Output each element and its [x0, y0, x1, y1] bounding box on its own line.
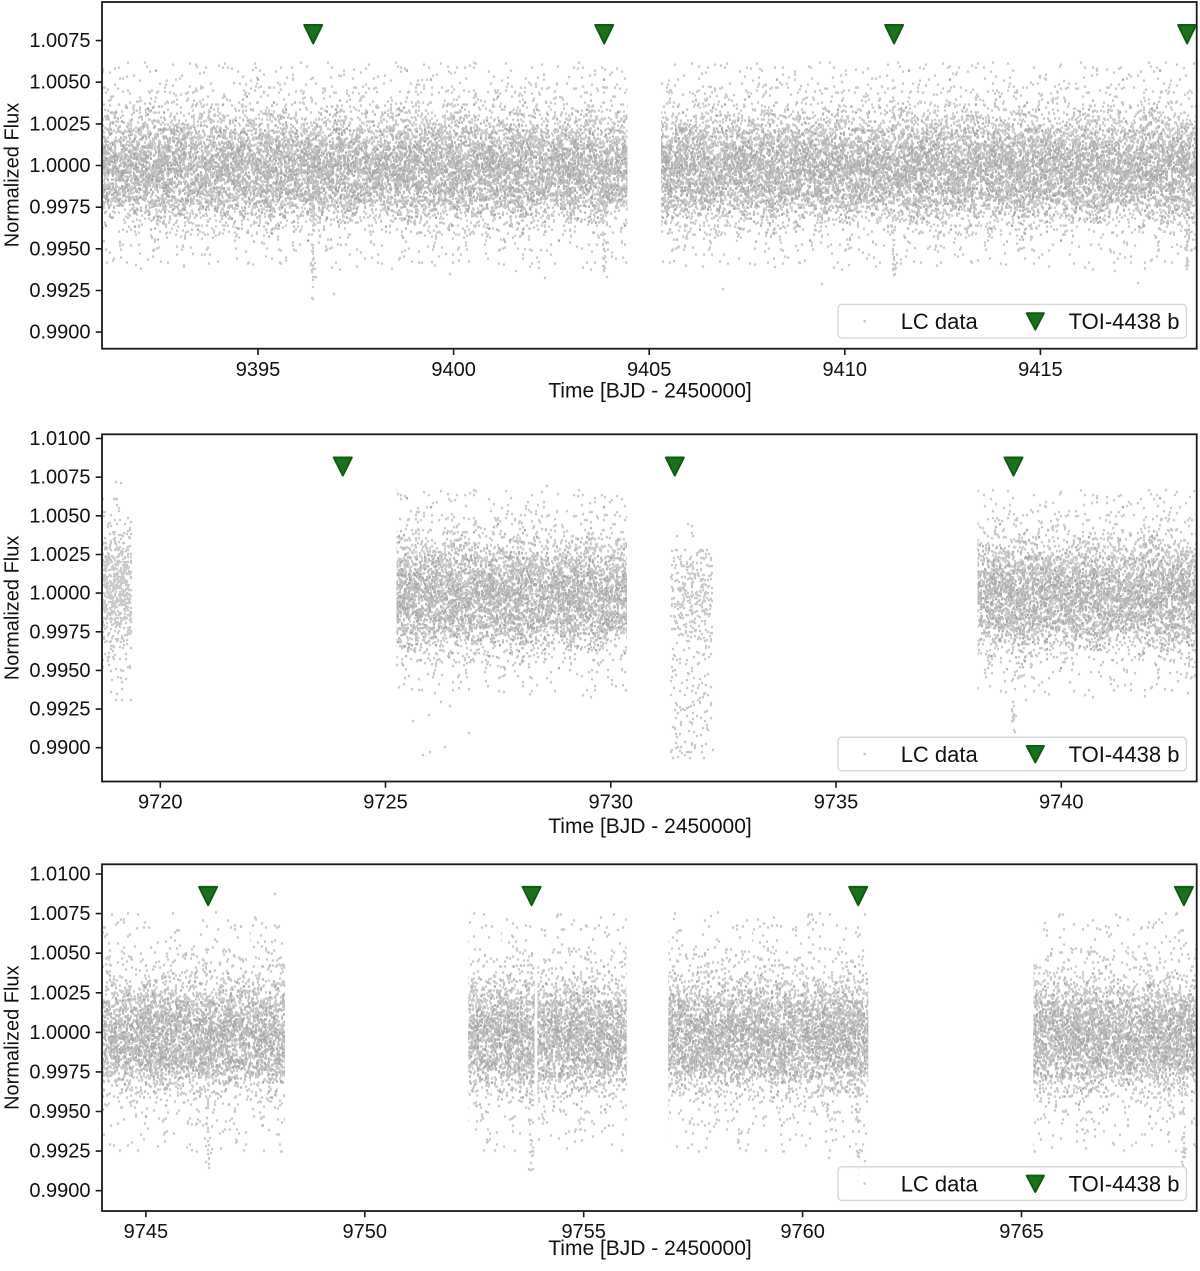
- svg-text:0.9900: 0.9900: [29, 737, 90, 759]
- svg-text:0.9900: 0.9900: [29, 322, 90, 344]
- svg-text:9750: 9750: [343, 1221, 388, 1243]
- svg-text:1.0050: 1.0050: [29, 505, 90, 527]
- svg-text:1.0000: 1.0000: [29, 583, 90, 605]
- svg-text:1.0075: 1.0075: [29, 30, 90, 52]
- svg-text:1.0050: 1.0050: [29, 943, 90, 965]
- svg-text:1.0000: 1.0000: [29, 155, 90, 177]
- svg-text:9400: 9400: [431, 359, 476, 381]
- svg-text:Time [BJD - 2450000]: Time [BJD - 2450000]: [548, 815, 751, 838]
- svg-text:0.9925: 0.9925: [29, 1141, 90, 1163]
- svg-text:TOI-4438 b: TOI-4438 b: [1069, 1171, 1180, 1196]
- svg-text:LC data: LC data: [901, 1171, 979, 1196]
- svg-text:TOI-4438 b: TOI-4438 b: [1069, 309, 1180, 334]
- svg-text:Normalized Flux: Normalized Flux: [2, 103, 24, 247]
- svg-text:9720: 9720: [138, 792, 183, 814]
- svg-text:0.9950: 0.9950: [29, 1101, 90, 1123]
- svg-text:0.9925: 0.9925: [29, 699, 90, 721]
- svg-text:Normalized Flux: Normalized Flux: [2, 536, 24, 680]
- svg-text:0.9950: 0.9950: [29, 238, 90, 260]
- svg-text:Time [BJD - 2450000]: Time [BJD - 2450000]: [548, 1237, 751, 1260]
- svg-text:0.9900: 0.9900: [29, 1180, 90, 1202]
- svg-text:1.0100: 1.0100: [29, 864, 90, 886]
- svg-text:1.0075: 1.0075: [29, 903, 90, 925]
- svg-text:Normalized Flux: Normalized Flux: [2, 965, 24, 1109]
- svg-text:0.9975: 0.9975: [29, 1061, 90, 1083]
- svg-text:1.0050: 1.0050: [29, 72, 90, 94]
- svg-text:LC data: LC data: [901, 742, 979, 767]
- svg-text:9735: 9735: [814, 792, 859, 814]
- svg-text:1.0025: 1.0025: [29, 113, 90, 135]
- svg-text:LC data: LC data: [901, 309, 979, 334]
- svg-text:1.0025: 1.0025: [29, 982, 90, 1004]
- svg-text:0.9950: 0.9950: [29, 660, 90, 682]
- svg-text:Time [BJD - 2450000]: Time [BJD - 2450000]: [548, 380, 751, 403]
- svg-text:1.0025: 1.0025: [29, 544, 90, 566]
- svg-text:9405: 9405: [627, 359, 672, 381]
- svg-text:1.0100: 1.0100: [29, 428, 90, 450]
- svg-text:9765: 9765: [999, 1221, 1044, 1243]
- svg-text:9745: 9745: [124, 1221, 169, 1243]
- svg-text:1.0075: 1.0075: [29, 467, 90, 489]
- svg-text:0.9975: 0.9975: [29, 197, 90, 219]
- svg-text:9740: 9740: [1039, 792, 1084, 814]
- svg-text:9415: 9415: [1018, 359, 1063, 381]
- svg-text:9725: 9725: [363, 792, 408, 814]
- svg-text:9755: 9755: [561, 1221, 606, 1243]
- svg-text:9760: 9760: [780, 1221, 825, 1243]
- svg-text:0.9975: 0.9975: [29, 621, 90, 643]
- svg-text:1.0000: 1.0000: [29, 1022, 90, 1044]
- svg-text:9395: 9395: [236, 359, 281, 381]
- svg-text:TOI-4438 b: TOI-4438 b: [1069, 742, 1180, 767]
- svg-text:9410: 9410: [823, 359, 868, 381]
- svg-text:0.9925: 0.9925: [29, 280, 90, 302]
- svg-text:9730: 9730: [589, 792, 634, 814]
